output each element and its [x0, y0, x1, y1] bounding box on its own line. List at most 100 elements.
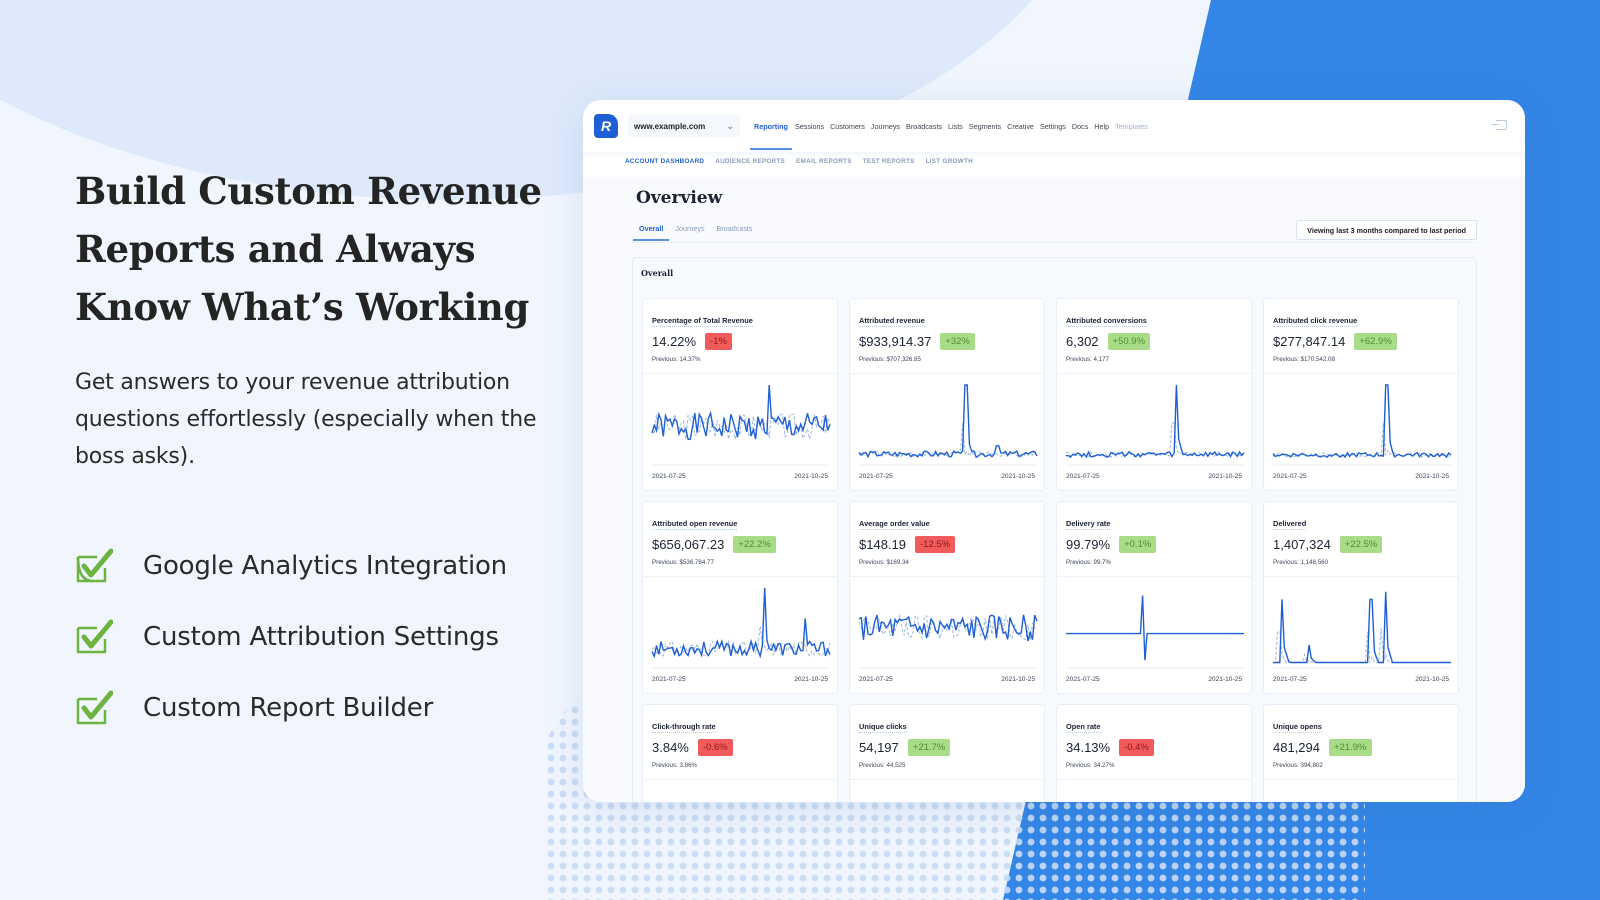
- metric-previous: Previous: $169.34: [859, 559, 909, 566]
- metric-label: Delivery rate: [1066, 519, 1111, 530]
- metric-row: $148.19 -12.5%: [859, 536, 1035, 553]
- axis-end-label: 2021-10-25: [1208, 676, 1242, 683]
- metric-change-badge: +50.9%: [1107, 333, 1151, 350]
- metric-sparkline-chart: [858, 379, 1038, 467]
- axis-start-label: 2021-07-25: [1066, 473, 1100, 480]
- panel-title: Overall: [641, 268, 674, 278]
- metric-card-header: Click-through rate 3.84% -0.6% Previous:…: [643, 705, 837, 780]
- metric-change-badge: -0.4%: [1119, 739, 1154, 756]
- axis-start-label: 2021-07-25: [1273, 473, 1307, 480]
- metric-card[interactable]: Delivery rate 99.79% +0.1% Previous: 99.…: [1056, 501, 1252, 694]
- app-logo[interactable]: R: [594, 114, 618, 138]
- metric-card[interactable]: Attributed open revenue $656,067.23 +22.…: [642, 501, 838, 694]
- subnav-list-growth[interactable]: LIST GROWTH: [925, 158, 973, 165]
- feature-label: Custom Report Builder: [143, 692, 434, 723]
- metric-card-header: Attributed click revenue $277,847.14 +62…: [1264, 299, 1458, 374]
- metric-previous: Previous: $536,784.77: [652, 559, 714, 566]
- period-selector-button[interactable]: Viewing last 3 months compared to last p…: [1296, 220, 1477, 240]
- axis-end-label: 2021-10-25: [1415, 676, 1449, 683]
- hero-subtitle: Get answers to your revenue attribution …: [75, 370, 537, 469]
- subnav-account-dashboard[interactable]: ACCOUNT DASHBOARD: [625, 158, 705, 165]
- feature-item: Custom Attribution Settings: [75, 601, 507, 672]
- metric-row: 54,197 +21.7%: [859, 739, 1035, 756]
- chart-axis-labels: 2021-07-25 2021-10-25: [1066, 676, 1242, 683]
- metric-card[interactable]: Delivered 1,407,324 +22.5% Previous: 1,1…: [1263, 501, 1459, 694]
- sub-nav: ACCOUNT DASHBOARD AUDIENCE REPORTS EMAIL…: [625, 158, 973, 165]
- metric-card[interactable]: Click-through rate 3.84% -0.6% Previous:…: [642, 704, 838, 802]
- nav-lists[interactable]: Lists: [948, 121, 963, 131]
- metric-label: Attributed click revenue: [1273, 316, 1358, 327]
- tab-overall[interactable]: Overall: [633, 224, 670, 241]
- metric-value: 34.13%: [1066, 740, 1111, 755]
- metric-previous: Previous: 394,802: [1273, 762, 1323, 769]
- hero-title-line: Reports and Always: [75, 227, 476, 271]
- logout-icon[interactable]: [1492, 120, 1507, 130]
- feature-item: Google Analytics Integration: [75, 530, 507, 601]
- metric-previous: Previous: 14.37%: [652, 356, 701, 363]
- nav-broadcasts[interactable]: Broadcasts: [906, 121, 942, 131]
- checkbox-checked-icon: [76, 548, 113, 582]
- axis-end-label: 2021-10-25: [794, 676, 828, 683]
- chart-axis-labels: 2021-07-25 2021-10-25: [652, 676, 828, 683]
- metric-value: $148.19: [859, 537, 906, 552]
- metric-row: 34.13% -0.4%: [1066, 739, 1242, 756]
- metric-card-header: Delivery rate 99.79% +0.1% Previous: 99.…: [1057, 502, 1251, 577]
- chart-axis-labels: 2021-07-25 2021-10-25: [1273, 676, 1449, 683]
- metric-card[interactable]: Average order value $148.19 -12.5% Previ…: [849, 501, 1045, 694]
- metric-previous: Previous: 99.7%: [1066, 559, 1112, 566]
- metric-sparkline-chart: [1273, 582, 1451, 670]
- subnav-email-reports[interactable]: EMAIL REPORTS: [796, 158, 852, 165]
- subnav-audience-reports[interactable]: AUDIENCE REPORTS: [715, 158, 786, 165]
- metric-change-badge: +21.9%: [1329, 739, 1372, 756]
- nav-journeys[interactable]: Journeys: [870, 121, 901, 131]
- nav-reporting[interactable]: Reporting: [750, 100, 792, 152]
- subnav-test-reports[interactable]: TEST REPORTS: [862, 158, 915, 165]
- metric-value: $277,847.14: [1273, 334, 1346, 349]
- metric-card[interactable]: Open rate 34.13% -0.4% Previous: 34.27%: [1056, 704, 1252, 802]
- metric-value: 14.22%: [652, 334, 697, 349]
- metric-card[interactable]: Attributed click revenue $277,847.14 +62…: [1263, 298, 1459, 491]
- metric-sparkline-chart: [651, 379, 831, 467]
- metric-change-badge: +21.7%: [907, 739, 951, 756]
- nav-docs[interactable]: Docs: [1071, 121, 1089, 131]
- metric-label: Average order value: [859, 519, 930, 530]
- site-selector[interactable]: www.example.com ⌄: [628, 115, 740, 137]
- nav-sessions[interactable]: Sessions: [794, 121, 825, 131]
- chart-axis-labels: 2021-07-25 2021-10-25: [1066, 473, 1242, 480]
- metric-change-badge: +22.2%: [733, 536, 776, 553]
- nav-help[interactable]: Help: [1094, 121, 1110, 131]
- metric-card[interactable]: Attributed conversions 6,302 +50.9% Prev…: [1056, 298, 1252, 491]
- chart-axis-labels: 2021-07-25 2021-10-25: [859, 676, 1035, 683]
- metric-label: Open rate: [1066, 722, 1101, 733]
- metric-label: Attributed open revenue: [652, 519, 738, 530]
- nav-segments[interactable]: Segments: [968, 121, 1002, 131]
- metric-card[interactable]: Attributed revenue $933,914.37 +32% Prev…: [849, 298, 1045, 491]
- hero-copy: Build Custom Revenue Reports and Always …: [75, 162, 555, 475]
- metric-label: Attributed conversions: [1066, 316, 1147, 327]
- tab-journeys[interactable]: Journeys: [675, 224, 705, 233]
- metric-label: Unique clicks: [859, 722, 907, 733]
- metric-card[interactable]: Unique clicks 54,197 +21.7% Previous: 44…: [849, 704, 1045, 802]
- metric-card-header: Open rate 34.13% -0.4% Previous: 34.27%: [1057, 705, 1251, 780]
- nav-customers[interactable]: Customers: [830, 121, 865, 131]
- metric-card-header: Unique clicks 54,197 +21.7% Previous: 44…: [850, 705, 1044, 780]
- metric-previous: Previous: 44,525: [859, 762, 906, 769]
- nav-settings[interactable]: Settings: [1039, 121, 1066, 131]
- tab-broadcasts[interactable]: Broadcasts: [716, 224, 753, 233]
- metric-sparkline-chart: [858, 582, 1038, 670]
- metric-card[interactable]: Percentage of Total Revenue 14.22% -1% P…: [642, 298, 838, 491]
- metric-previous: Previous: 4,177: [1066, 356, 1109, 363]
- metric-value: 481,294: [1273, 740, 1320, 755]
- app-window: R www.example.com ⌄ Reporting Sessions C…: [583, 100, 1525, 802]
- metric-card[interactable]: Unique opens 481,294 +21.9% Previous: 39…: [1263, 704, 1459, 802]
- nav-creative[interactable]: Creative: [1007, 121, 1034, 131]
- metric-value: $933,914.37: [859, 334, 932, 349]
- axis-end-label: 2021-10-25: [1415, 473, 1449, 480]
- main-nav: Reporting Sessions Customers Journeys Br…: [750, 100, 1151, 152]
- nav-templates[interactable]: Templates: [1115, 121, 1148, 131]
- metric-sparkline-chart: [1273, 785, 1451, 802]
- metric-label: Delivered: [1273, 519, 1307, 530]
- metric-sparkline-chart: [859, 785, 1037, 802]
- checkbox-checked-icon: [76, 619, 113, 653]
- metric-sparkline-chart: [651, 582, 831, 670]
